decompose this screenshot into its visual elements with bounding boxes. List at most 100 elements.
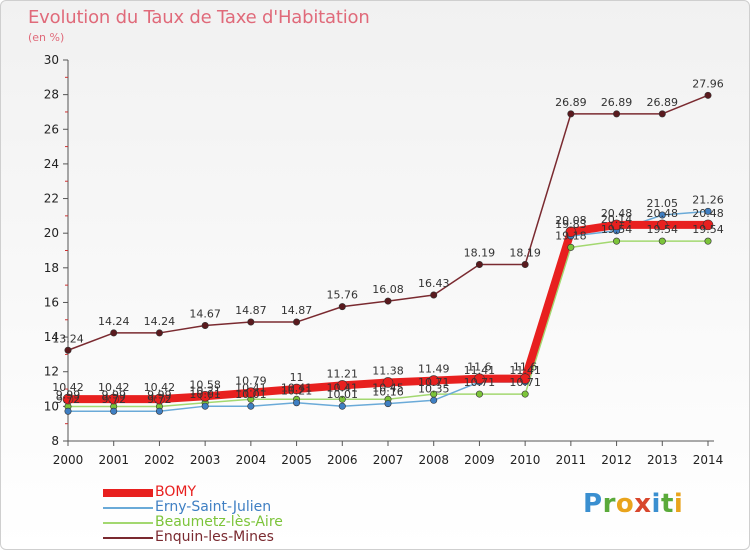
data-label: 11.41 bbox=[509, 364, 541, 377]
data-label: 16.43 bbox=[418, 277, 450, 290]
x-tick-label: 2002 bbox=[144, 453, 175, 467]
legend-item-bomy: BOMY bbox=[103, 484, 363, 500]
data-label: 26.89 bbox=[601, 96, 633, 109]
data-label: 19.54 bbox=[647, 223, 679, 236]
logo-letter: x bbox=[634, 489, 652, 519]
data-point bbox=[155, 407, 163, 415]
data-point bbox=[658, 237, 666, 245]
data-point bbox=[611, 219, 622, 231]
data-label: 19.83 bbox=[555, 218, 587, 231]
data-label: 18.19 bbox=[509, 247, 541, 260]
y-tick-label: 20 bbox=[44, 226, 59, 240]
y-tick-label: 10 bbox=[44, 399, 59, 413]
logo-letter: r bbox=[602, 489, 616, 519]
data-point bbox=[154, 393, 165, 405]
data-point bbox=[108, 393, 120, 405]
data-point bbox=[201, 321, 209, 329]
chart-title: Evolution du Taux de Taxe d'Habitation bbox=[28, 7, 370, 28]
x-tick-label: 2005 bbox=[281, 453, 312, 467]
data-label: 18.19 bbox=[464, 247, 496, 260]
data-label: 9.99 bbox=[147, 389, 172, 402]
data-label: 11.6 bbox=[513, 361, 538, 374]
x-tick-label: 2014 bbox=[693, 453, 724, 467]
data-label: 10.35 bbox=[418, 382, 450, 395]
data-point bbox=[565, 226, 577, 238]
x-tick-label: 2009 bbox=[464, 453, 495, 467]
legend-swatch-bomy bbox=[103, 489, 153, 497]
data-label: 10.21 bbox=[281, 385, 313, 398]
x-tick-label: 2006 bbox=[327, 453, 358, 467]
x-tick-label: 2011 bbox=[556, 453, 587, 467]
data-point bbox=[658, 110, 666, 118]
data-label: 14.87 bbox=[235, 304, 267, 317]
axes: 8 10 12 14 16 18 20 22 24 26 28 30 2000 2001 2002 2003 2… bbox=[44, 53, 724, 467]
data-point bbox=[384, 297, 392, 305]
data-label: 10.42 bbox=[98, 381, 130, 394]
data-point bbox=[702, 219, 714, 231]
data-label: 14.24 bbox=[98, 315, 130, 328]
data-label: 13.24 bbox=[52, 332, 84, 345]
data-point bbox=[199, 391, 211, 402]
data-label: 19.54 bbox=[601, 223, 633, 236]
data-label: 11.38 bbox=[372, 364, 404, 377]
data-label: 10.71 bbox=[509, 376, 541, 389]
data-point bbox=[384, 400, 392, 408]
data-label: 11.6 bbox=[467, 361, 492, 374]
data-label: 20.48 bbox=[601, 207, 633, 220]
data-label: 10.21 bbox=[189, 385, 221, 398]
data-label: 21.05 bbox=[647, 197, 679, 210]
data-label: 15.76 bbox=[327, 289, 359, 302]
data-label: 10.41 bbox=[281, 381, 313, 394]
x-tick-label: 2004 bbox=[236, 453, 267, 467]
x-tick-label: 2001 bbox=[98, 453, 129, 467]
y-tick-label: 26 bbox=[44, 122, 59, 136]
logo-letter: t bbox=[660, 489, 674, 519]
data-point bbox=[293, 399, 301, 407]
data-label: 9.72 bbox=[56, 393, 81, 406]
data-point bbox=[704, 237, 712, 245]
data-point bbox=[155, 329, 163, 337]
data-point bbox=[110, 407, 118, 415]
x-tick-label: 2007 bbox=[373, 453, 404, 467]
y-tick-label: 12 bbox=[44, 365, 59, 379]
legend-item-enquin: Enquin-les-Mines bbox=[103, 529, 363, 545]
data-point bbox=[658, 211, 666, 219]
logo-letter: i bbox=[651, 489, 661, 519]
data-label: 20.08 bbox=[555, 214, 587, 227]
data-label: 9.99 bbox=[56, 389, 81, 402]
data-point bbox=[521, 390, 529, 398]
data-point bbox=[567, 110, 575, 118]
data-label: 20.48 bbox=[692, 207, 724, 220]
legend-label-beaumetz: Beaumetz-lès-Aire bbox=[155, 514, 283, 530]
legend-swatch-enquin bbox=[103, 537, 153, 539]
chart-unit: (en %) bbox=[28, 31, 65, 44]
y-tick-label: 16 bbox=[44, 295, 59, 309]
data-label: 27.96 bbox=[692, 77, 724, 90]
data-point bbox=[474, 373, 485, 384]
data-point bbox=[201, 402, 209, 410]
data-label: 10.71 bbox=[418, 376, 450, 389]
legend: BOMY Erny-Saint-Julien Beaumetz-lès-Aire… bbox=[103, 484, 363, 545]
data-label: 19.54 bbox=[692, 223, 724, 236]
legend-item-erny: Erny-Saint-Julien bbox=[103, 499, 363, 515]
data-label: 14.67 bbox=[189, 307, 221, 320]
data-label: 10.58 bbox=[189, 378, 221, 391]
data-label: 11.49 bbox=[418, 363, 450, 376]
data-point bbox=[338, 303, 346, 311]
data-point bbox=[62, 393, 74, 405]
data-label: 10.42 bbox=[52, 381, 84, 394]
y-tick-label: 28 bbox=[44, 88, 59, 102]
data-point bbox=[338, 402, 346, 410]
data-point bbox=[428, 375, 440, 386]
data-point bbox=[293, 318, 301, 326]
data-point bbox=[613, 237, 621, 245]
data-label: 21.26 bbox=[692, 193, 724, 206]
data-label: 10.71 bbox=[464, 376, 496, 389]
data-label: 10.01 bbox=[327, 388, 359, 401]
data-label: 9.99 bbox=[101, 389, 126, 402]
data-point bbox=[110, 329, 118, 337]
data-label: 20.14 bbox=[601, 213, 633, 226]
logo-letter: i bbox=[673, 489, 684, 519]
data-label: 10.01 bbox=[235, 388, 267, 401]
data-point bbox=[519, 373, 531, 384]
